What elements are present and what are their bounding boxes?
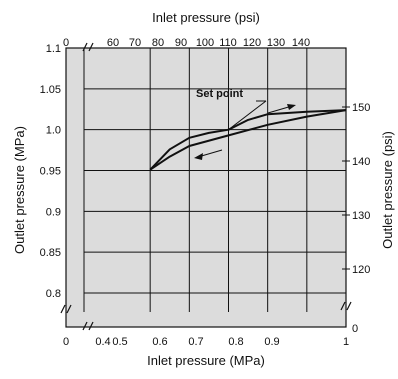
set-point-label: Set point bbox=[196, 88, 243, 100]
increase-arrow-shaft bbox=[267, 105, 293, 114]
x-tick-label-bottom: 0.8 bbox=[228, 336, 243, 348]
y-tick-label-left: 0.8 bbox=[46, 288, 61, 300]
set-point-leader bbox=[228, 100, 267, 131]
x-tick-label-top: 0 bbox=[63, 37, 69, 49]
x-tick-label-top: 60 bbox=[107, 37, 119, 49]
x-tick-label-bottom: 0.4 bbox=[95, 336, 110, 348]
annotation-layer: Set point bbox=[194, 88, 296, 160]
y-tick-label-right: 0 bbox=[352, 323, 358, 335]
x-tick-label-top: 70 bbox=[129, 37, 141, 49]
series-line-increasing bbox=[149, 109, 347, 171]
x-tick-label-bottom: 0.5 bbox=[112, 336, 127, 348]
x-tick-label-top: 110 bbox=[219, 37, 237, 49]
y-tick-label-left: 1.0 bbox=[46, 125, 61, 137]
axis-break-bottom bbox=[82, 321, 88, 331]
axis-break-right bbox=[346, 301, 352, 311]
series-layer bbox=[149, 109, 347, 171]
axis-break-left bbox=[60, 304, 66, 314]
y-tick-label-right: 130 bbox=[352, 210, 370, 222]
x-tick-label-top: 120 bbox=[243, 37, 261, 49]
axis-break-top bbox=[88, 42, 94, 52]
x-tick-label-bottom: 0.6 bbox=[152, 336, 167, 348]
plot-area bbox=[65, 47, 347, 328]
x-tick-label-top: 130 bbox=[267, 37, 285, 49]
x-axis-title-bottom: Inlet pressure (MPa) bbox=[147, 353, 265, 368]
x-tick-label-top: 100 bbox=[196, 37, 214, 49]
axis-break-left bbox=[66, 304, 72, 314]
axis-break-bottom bbox=[88, 321, 94, 331]
x-tick-label-bottom: 1 bbox=[343, 336, 349, 348]
x-axis-title-top: Inlet pressure (psi) bbox=[152, 10, 260, 25]
axis-break-right bbox=[340, 301, 346, 311]
series-line-decreasing bbox=[149, 109, 347, 171]
x-tick-label-bottom: 0 bbox=[63, 336, 69, 348]
y-tick-label-right: 150 bbox=[352, 102, 370, 114]
y-tick-label-left: 0.95 bbox=[40, 166, 61, 178]
y-tick-label-right: 120 bbox=[352, 264, 370, 276]
x-tick-label-top: 90 bbox=[175, 37, 187, 49]
x-tick-label-bottom: 0.9 bbox=[264, 336, 279, 348]
y-tick-label-left: 0.85 bbox=[40, 247, 61, 259]
y-tick-label-right: 140 bbox=[352, 156, 370, 168]
x-tick-label-top: 80 bbox=[152, 37, 164, 49]
tick-layer: 0 0.4 0.5 0.6 0.7 0.8 0.9 10 60 70 80 90 100 110 120 13… bbox=[40, 37, 371, 348]
y-tick-label-left: 1.1 bbox=[46, 43, 61, 55]
y-axis-title-right: Outlet pressure (psi) bbox=[380, 131, 395, 249]
y-tick-label-left: 1.05 bbox=[40, 84, 61, 96]
x-tick-label-top: 140 bbox=[292, 37, 310, 49]
y-tick-label-left: 0.9 bbox=[46, 206, 61, 218]
decrease-arrow-head bbox=[194, 153, 203, 160]
axis-break-top bbox=[82, 42, 88, 52]
grid bbox=[60, 42, 352, 331]
y-axis-title-left: Outlet pressure (MPa) bbox=[12, 126, 27, 254]
increase-arrow-head bbox=[287, 104, 296, 110]
x-tick-label-bottom: 0.7 bbox=[188, 336, 203, 348]
